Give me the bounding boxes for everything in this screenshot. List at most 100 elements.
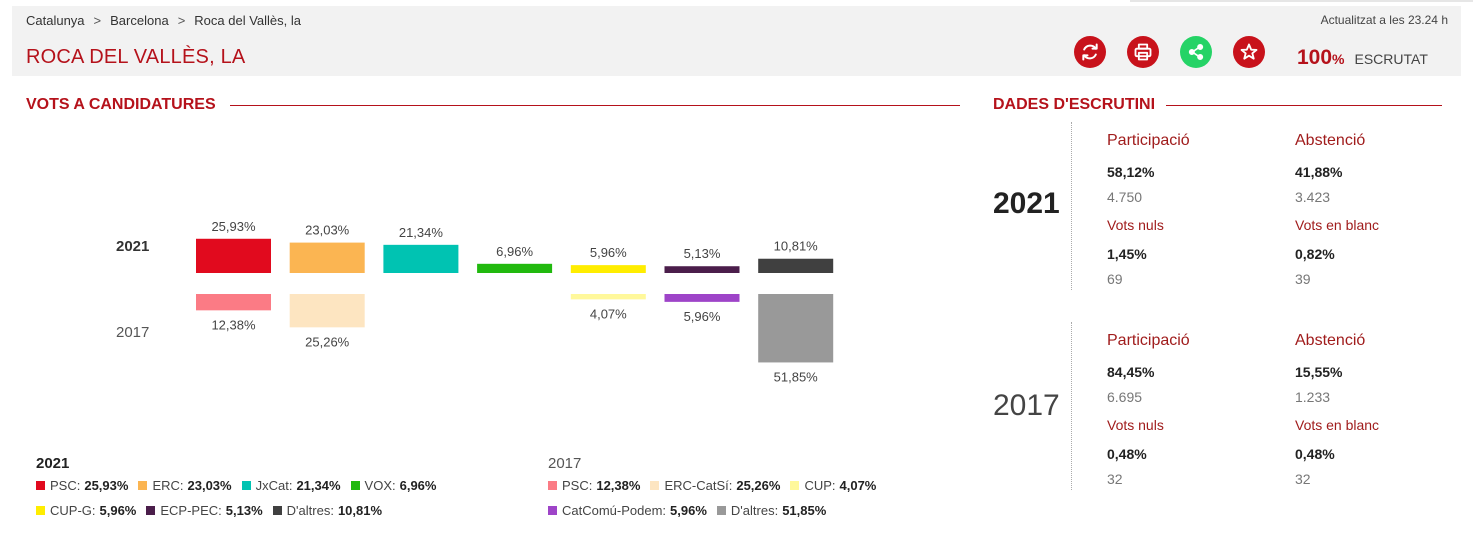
null-votes-count-2021: 69 [1107,271,1123,287]
scrutiny-value: 100 [1297,46,1333,69]
blank-votes-pct-2021: 0,82% [1295,246,1335,262]
legend-party-name: JxCat: [255,478,293,493]
participation-pct-2017: 84,45% [1107,364,1155,380]
legend-party-value: 4,07% [839,478,877,493]
legend-party-value: 21,34% [296,478,341,493]
legend-swatch [241,481,251,490]
null-votes-label-2021: Vots nuls [1107,217,1164,233]
abstention-count-2021: 3.423 [1295,189,1331,205]
legend-party-name: PSC: [562,478,593,493]
votes-section-rule [230,105,960,106]
stats-year-2017: 2017 [993,389,1060,422]
legend-swatch [146,506,156,515]
abstention-count-2017: 1.233 [1295,389,1331,405]
breadcrumb-catalunya[interactable]: Catalunya [26,13,85,28]
legend-party-name: PSC: [50,478,81,493]
legend-2017-row-1: PSC: 12,38% ERC-CatSí: 25,26% CUP: 4,07% [548,478,886,493]
legend-item: ECP-PEC: 5,13% [146,503,263,518]
bar-label-2021-4: 6,96% [496,244,533,259]
legend-item: CatComú-Podem: 5,96% [548,503,707,518]
legend-item: ERC: 23,03% [138,478,232,493]
legend-party-name: CUP: [804,478,836,493]
scrutiny-progress: 100% ESCRUTAT [1297,46,1428,70]
refresh-button[interactable] [1074,36,1106,68]
top-strip [1130,0,1473,2]
legend-party-value: 5,96% [99,503,137,518]
legend-party-name: D'altres: [286,503,334,518]
breadcrumb-separator: > [93,13,102,28]
breadcrumb-separator: > [177,13,186,28]
legend-item: ERC-CatSí: 25,26% [650,478,780,493]
null-votes-pct-2017: 0,48% [1107,446,1147,462]
bar-2017-2 [289,294,365,328]
breadcrumb: Catalunya > Barcelona > Roca del Vallès, la [26,13,301,28]
breadcrumb-barcelona[interactable]: Barcelona [110,13,169,28]
share-button[interactable] [1180,36,1212,68]
legend-year-2021: 2021 [36,455,70,472]
legend-2017-row-2: CatComú-Podem: 5,96% D'altres: 51,85% [548,503,836,518]
legend-party-name: ERC: [152,478,184,493]
bar-label-2017-2: 25,26% [305,334,350,349]
abstention-label-2017: Abstenció [1295,332,1366,349]
legend-party-value: 25,93% [84,478,129,493]
votes-bar-chart: 25,93% 23,03% 21,34% 6,96% 5,96% 5,13% 10,81% 1… [196,219,834,384]
legend-swatch [272,506,282,515]
legend-party-name: CatComú-Podem: [562,503,667,518]
legend-party-value: 5,96% [670,503,707,518]
legend-party-name: ERC-CatSí: [664,478,733,493]
bar-label-2017-1: 12,38% [211,317,256,332]
legend-swatch [138,481,148,490]
scrutiny-unit: % [1332,51,1345,67]
bar-2021-4 [477,263,553,273]
legend-item: JxCat: 21,34% [241,478,341,493]
blank-votes-count-2017: 32 [1295,471,1311,487]
legend-swatch [548,506,557,515]
scrutiny-section-rule [1166,105,1442,106]
legend-item: PSC: 25,93% [36,478,128,493]
bar-2021-5 [570,265,646,273]
bar-label-2021-1: 25,93% [211,219,256,234]
legend-swatch [350,481,360,490]
refresh-icon [1082,43,1098,61]
bar-2021-7 [758,258,834,273]
chart-year-2021: 2021 [116,238,150,255]
abstention-label-2021: Abstenció [1295,132,1366,149]
share-icon [1188,44,1204,60]
bar-label-2021-2: 23,03% [305,223,350,238]
blank-votes-label-2017: Vots en blanc [1295,417,1380,433]
blank-votes-count-2021: 39 [1295,271,1311,287]
legend-party-name: ECP-PEC: [160,503,222,518]
legend-year-2017: 2017 [548,455,582,472]
legend-item: PSC: 12,38% [548,478,640,493]
scrutiny-label: ESCRUTAT [1354,51,1428,67]
legend-party-name: D'altres: [730,503,779,518]
bar-2021-3 [383,244,459,273]
bar-2017-7 [758,294,834,363]
participation-label-2021: Participació [1107,132,1190,149]
print-button[interactable] [1127,36,1159,68]
abstention-pct-2017: 15,55% [1295,364,1343,380]
participation-label-2017: Participació [1107,332,1190,349]
bar-label-2017-5: 4,07% [590,306,627,321]
participation-count-2021: 4.750 [1107,189,1143,205]
participation-pct-2021: 58,12% [1107,164,1155,180]
bar-2017-6 [664,294,740,302]
votes-section-title: VOTS A CANDIDATURES [26,96,216,113]
star-icon [1240,43,1258,60]
bar-label-2017-7: 51,85% [774,369,819,384]
chart-year-2017: 2017 [116,324,150,341]
bar-2021-1 [196,238,271,273]
legend-swatch [548,481,557,490]
legend-item: D'altres: 51,85% [716,503,826,518]
favorite-button[interactable] [1233,36,1265,68]
bar-2017-1 [196,294,271,311]
print-icon [1134,43,1152,61]
legend-party-value: 23,03% [187,478,232,493]
breadcrumb-current: Roca del Vallès, la [194,13,301,28]
legend-party-value: 6,96% [399,478,437,493]
stats-divider-2021 [1071,122,1072,290]
bar-2017-5 [570,294,646,300]
bar-label-2021-5: 5,96% [590,245,627,260]
legend-party-value: 25,26% [736,478,781,493]
bar-label-2021-3: 21,34% [399,225,444,240]
